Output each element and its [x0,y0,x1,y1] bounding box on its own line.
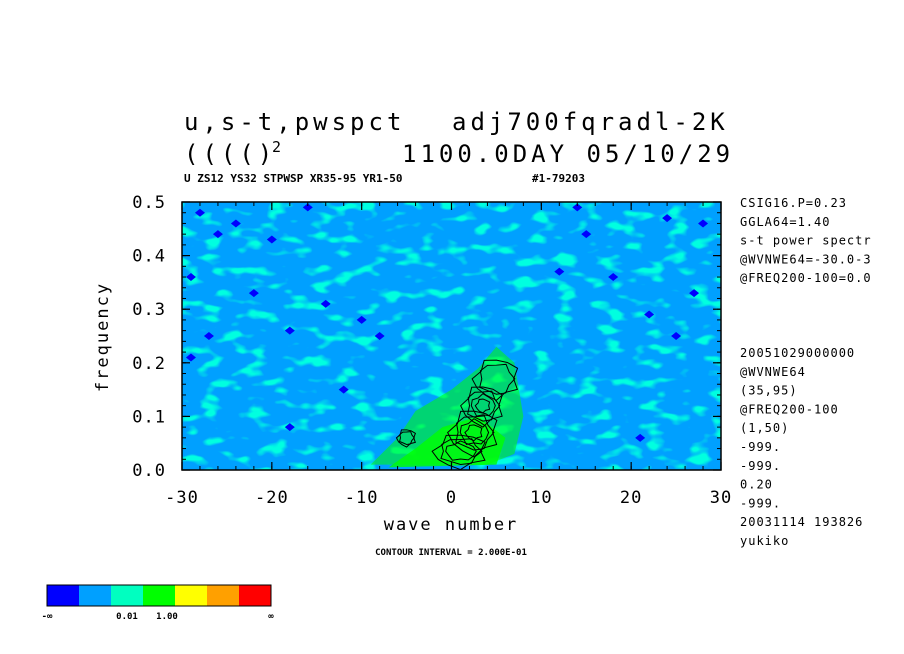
shaded-field [182,202,721,470]
contour-line [474,398,491,414]
contour-line [455,415,495,451]
contour-line [460,386,503,428]
legend-swatch [175,585,207,606]
y-tick-label: 0.2 [132,354,166,374]
low-value-speck [374,332,385,340]
legend-swatch [207,585,239,606]
side-info-line: (1,50) [740,421,789,435]
x-tick-label: 10 [530,488,552,508]
side-info-line: 0.20 [740,478,773,492]
side-info-line: s-t power spectr [740,234,872,248]
contour-line [440,438,483,465]
y-axis-label: frequency [93,282,113,392]
x-tick-label: -20 [255,488,289,508]
low-value-speck [320,299,331,308]
color-legend: -∞ 0.01 1.00 ∞ [42,584,274,622]
info-line-right: #1-79203 [532,172,585,185]
side-info-line: @FREQ200-100 [740,402,839,416]
contour-line [447,410,498,458]
side-info-line: yukiko [740,534,789,548]
low-value-speck [194,208,205,217]
side-info-line: 20031114 193826 [740,515,863,529]
low-value-speck [671,332,682,340]
legend-swatch [111,585,143,606]
low-value-speck [266,235,277,244]
legend-frame [46,584,272,607]
x-tick-label: 0 [446,488,457,508]
low-value-speck [644,310,655,319]
contour-lines [395,359,519,470]
low-value-speck [338,385,349,394]
legend-label: -∞ [42,612,53,622]
subtitle-right: 1100.0DAY 05/10/29 [402,140,734,168]
legend-swatch [143,585,175,606]
side-info-line: -999. [740,459,781,473]
contour-line [479,363,516,395]
side-info-line: CSIG16.P=0.23 [740,196,847,210]
contour-line [471,359,519,401]
y-tick-label: 0.3 [132,300,166,320]
contour-line [464,424,483,442]
subtitle-superscript: 2 [272,138,285,156]
low-value-speck [572,203,583,212]
low-value-speck [248,289,259,298]
x-tick-label: -10 [345,488,379,508]
contour-line [445,440,477,461]
x-axis: -30 -20 -10 0 10 20 30 [165,202,732,508]
subtitle-left: (((() [184,140,276,168]
contour-line [467,390,501,422]
legend-swatch [47,585,79,606]
x-axis-label: wave number [384,515,519,535]
low-value-speck [284,326,295,335]
low-value-speck [284,423,295,432]
legend-label: ∞ [268,612,274,622]
info-line-left: U ZS12 YS32 STPWSP XR35-95 YR1-50 [184,172,403,185]
low-value-speck [554,267,565,276]
side-info-block-2: 20051029000000 @WVNWE64 (35,95) @FREQ200-10… [740,346,863,548]
low-value-speck [203,332,214,340]
side-info-line: (35,95) [740,384,798,398]
y-tick-label: 0.1 [132,407,166,427]
contour-line [399,431,415,445]
low-value-speck [302,203,313,212]
low-value-speck [635,433,646,442]
legend-swatch [79,585,111,606]
side-info-line: @WVNWE64=-30.0-3 [740,252,872,266]
low-value-speck [698,219,709,228]
x-tick-label: 30 [710,488,732,508]
legend-label: 0.01 [116,612,138,622]
low-value-speck [212,230,223,239]
low-value-speck [581,230,592,239]
contour-line [431,434,486,470]
low-value-speck [662,214,673,223]
legend-swatch [239,585,271,606]
low-value-speck [608,273,619,282]
side-info-line: -999. [740,440,781,454]
low-value-speck [185,273,196,282]
side-info-block-1: CSIG16.P=0.23 GGLA64=1.40 s-t power spectr… [740,196,872,285]
x-tick-label: 20 [620,488,642,508]
low-value-speck [185,353,196,362]
low-value-speck [356,315,367,324]
low-value-speck [689,289,700,298]
side-info-line: 20051029000000 [740,346,855,360]
low-specks [185,203,709,442]
legend-label: 1.00 [156,612,178,622]
side-info-line: -999. [740,496,781,510]
x-tick-label: -30 [165,488,199,508]
side-info-line: @FREQ200-100=0.0 [740,271,872,285]
contour-line [459,418,490,445]
low-value-speck [230,219,241,228]
y-axis: 0.0 0.1 0.2 0.3 0.4 0.5 [132,193,721,481]
title-right: adj700fqradl-2K [452,108,729,136]
title-left: u,s-t,pwspct [184,108,405,136]
contour-interval-text: CONTOUR INTERVAL = 2.000E-01 [375,548,527,558]
side-info-line: GGLA64=1.40 [740,215,830,229]
y-tick-label: 0.0 [132,461,166,481]
y-tick-label: 0.4 [132,247,166,267]
y-tick-label: 0.5 [132,193,166,213]
side-info-line: @WVNWE64 [740,365,806,379]
